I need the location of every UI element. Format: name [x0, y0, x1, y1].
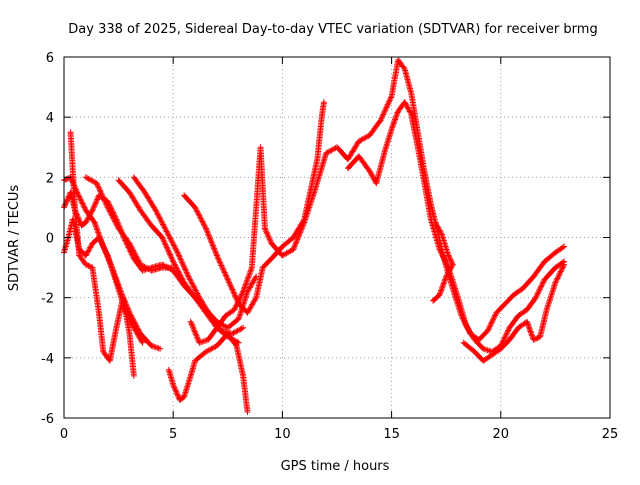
data-marks: [82, 174, 177, 274]
x-tick-label: 15: [383, 427, 400, 442]
y-tick-label: -2: [41, 292, 54, 307]
y-tick-label: 4: [46, 111, 54, 126]
y-tick-label: -6: [41, 412, 54, 427]
series-track-3: [67, 129, 137, 379]
series-track-1: [61, 189, 260, 331]
y-axis-title: SDTVAR / TECUs: [7, 185, 22, 292]
data-marks: [130, 174, 247, 337]
y-tick-label: 2: [46, 171, 54, 186]
data-marks: [165, 330, 251, 415]
series-track-12: [460, 261, 568, 364]
axis-ticks: 0 5 10 15 20 25 -6 -4 -2 0 2 4 6: [41, 51, 618, 442]
x-tick-label: 5: [169, 427, 177, 442]
y-tick-label: -4: [41, 352, 54, 367]
series-track-11: [430, 219, 456, 304]
x-tick-label: 20: [493, 427, 510, 442]
grid: [64, 57, 610, 418]
series-track-6: [130, 174, 247, 337]
data-marks: [67, 129, 137, 379]
y-tick-label: 0: [46, 232, 54, 247]
data-marks: [344, 99, 568, 355]
y-tick-label: 6: [46, 51, 54, 66]
x-tick-label: 25: [602, 427, 619, 442]
x-tick-label: 0: [60, 427, 68, 442]
chart-title: Day 338 of 2025, Sidereal Day-to-day VTE…: [68, 22, 597, 37]
data-marks: [430, 219, 456, 304]
series-track-7: [165, 330, 251, 415]
x-axis-title: GPS time / hours: [281, 459, 390, 474]
data-marks: [61, 189, 260, 331]
data-marks: [460, 261, 568, 364]
data-points: [61, 57, 568, 415]
x-tick-label: 10: [274, 427, 291, 442]
series-track-10: [344, 99, 568, 355]
series-track-4: [82, 174, 177, 274]
